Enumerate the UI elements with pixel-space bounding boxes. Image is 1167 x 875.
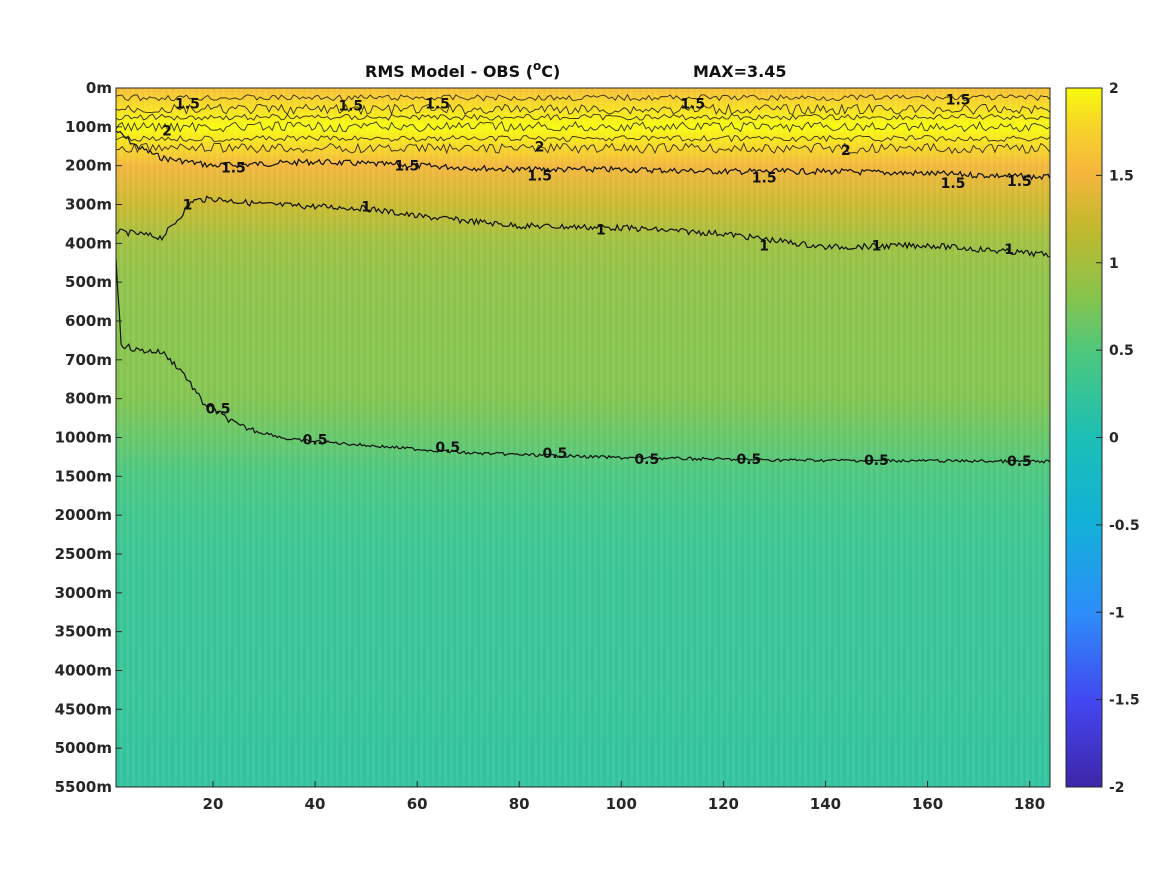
surface-contour-band — [115, 113, 1051, 121]
contour-label: 0.5 — [864, 453, 889, 469]
y-tick-label: 1000m — [55, 429, 112, 447]
surface-contour-band — [115, 93, 1051, 102]
y-tick-label: 800m — [65, 390, 112, 408]
surface-contour-band — [115, 134, 1051, 143]
contour-label: 1.5 — [680, 97, 705, 113]
contour-label: 0.5 — [1007, 454, 1032, 470]
contour-label: 1.5 — [425, 97, 450, 113]
colorbar-tick-label: 0 — [1109, 431, 1119, 447]
contour-label: 1 — [183, 198, 193, 214]
contour-label: 1 — [1004, 242, 1014, 258]
contour-lines — [115, 93, 1051, 464]
x-tick-label: 180 — [1014, 795, 1045, 813]
x-tick-label: 80 — [509, 795, 530, 813]
contour-label: 1 — [361, 199, 371, 215]
contour-label: 0.5 — [543, 446, 568, 462]
max-label: MAX=3.45 — [693, 62, 787, 81]
contour-label: 1.5 — [946, 93, 971, 109]
x-tick-label: 40 — [305, 795, 326, 813]
plot-area: 1.5 1.5 1.5 1.5 1.522 21.5 1.51.5 1.5 1.5 1.51 111… — [115, 87, 1051, 788]
contour-label: 1.5 — [175, 97, 200, 113]
contour-line-1 — [115, 195, 1051, 258]
colorbar-tick-label: -0.5 — [1109, 518, 1140, 534]
y-tick-label: 4500m — [55, 700, 112, 718]
y-tick-label: 200m — [65, 157, 112, 175]
contour-labels: 1.5 1.5 1.5 1.5 1.522 21.5 1.51.5 1.5 1.5 1.51 111… — [162, 93, 1032, 470]
surface-contour-band — [115, 121, 1051, 133]
contour-label: 2 — [162, 124, 172, 140]
y-tick-label: 5500m — [55, 778, 112, 796]
contour-label: 1.5 — [527, 168, 552, 184]
contour-line-0.5 — [115, 259, 1051, 464]
y-tick-label: 700m — [65, 351, 112, 369]
y-tick-label: 300m — [65, 196, 112, 214]
contour-label: 1.5 — [1007, 174, 1032, 190]
colorbar-tick-label: -1.5 — [1109, 693, 1140, 709]
colorbar-tick-label: 2 — [1109, 81, 1119, 97]
contour-label: 2 — [841, 143, 851, 159]
y-tick-label: 5000m — [55, 739, 112, 757]
colorbar-tick-label: 0.5 — [1109, 343, 1134, 359]
x-tick-label: 160 — [912, 795, 943, 813]
contour-label: 1.5 — [941, 176, 966, 192]
colorbar-tick-label: -2 — [1109, 780, 1125, 796]
y-tick-label: 600m — [65, 312, 112, 330]
y-tick-label: 0m — [86, 79, 112, 97]
x-tick-label: 100 — [606, 795, 637, 813]
y-tick-label: 3000m — [55, 584, 112, 602]
y-tick-label: 4000m — [55, 662, 112, 680]
contour-label: 0.5 — [435, 440, 460, 456]
y-tick-label: 400m — [65, 234, 112, 252]
y-tick-label: 1500m — [55, 467, 112, 485]
contour-label: 1.5 — [221, 161, 246, 177]
x-tick-label: 60 — [407, 795, 428, 813]
x-axis: 20 40 60 80 100 120 140 160 180 — [203, 781, 1045, 813]
contour-line-1.5 — [115, 130, 1051, 181]
contour-label: 0.5 — [303, 432, 328, 448]
contour-label: 0.5 — [634, 452, 659, 468]
x-tick-label: 20 — [203, 795, 224, 813]
y-axis: 0m 100m 200m 300m 400m 500m 600m 700m 800m 1000m 1… — [55, 79, 122, 796]
contour-label: 0.5 — [206, 401, 231, 417]
y-tick-label: 2000m — [55, 506, 112, 524]
contour-label: 1.5 — [338, 98, 363, 114]
surface-contour-band — [115, 103, 1051, 116]
colorbar-tick-label: 1 — [1109, 256, 1119, 272]
colorbar-tick-label: -1 — [1109, 605, 1125, 621]
x-tick-label: 120 — [708, 795, 739, 813]
contour-label: 1.5 — [395, 159, 420, 175]
colorbar-ticks: 2 1.5 1 0.5 0 -0.5 -1 -1.5 -2 — [1096, 81, 1140, 796]
surface-contour-band — [115, 142, 1051, 155]
chart-title: RMS Model - OBS (oC) — [365, 59, 560, 81]
contour-label: 1 — [759, 238, 769, 254]
contour-label: 1 — [596, 223, 606, 239]
contour-label: 1 — [872, 238, 882, 254]
y-tick-label: 100m — [65, 118, 112, 136]
colorbar: 2 1.5 1 0.5 0 -0.5 -1 -1.5 -2 — [1065, 81, 1140, 796]
contour-label: 0.5 — [736, 452, 761, 468]
contour-label: 2 — [535, 139, 545, 155]
colorbar-tick-label: 1.5 — [1109, 168, 1134, 184]
heatmap-texture — [116, 88, 1050, 787]
y-tick-label: 3500m — [55, 623, 112, 641]
y-tick-label: 2500m — [55, 545, 112, 563]
x-tick-label: 140 — [810, 795, 841, 813]
contour-label: 1.5 — [752, 170, 777, 186]
y-tick-label: 500m — [65, 273, 112, 291]
